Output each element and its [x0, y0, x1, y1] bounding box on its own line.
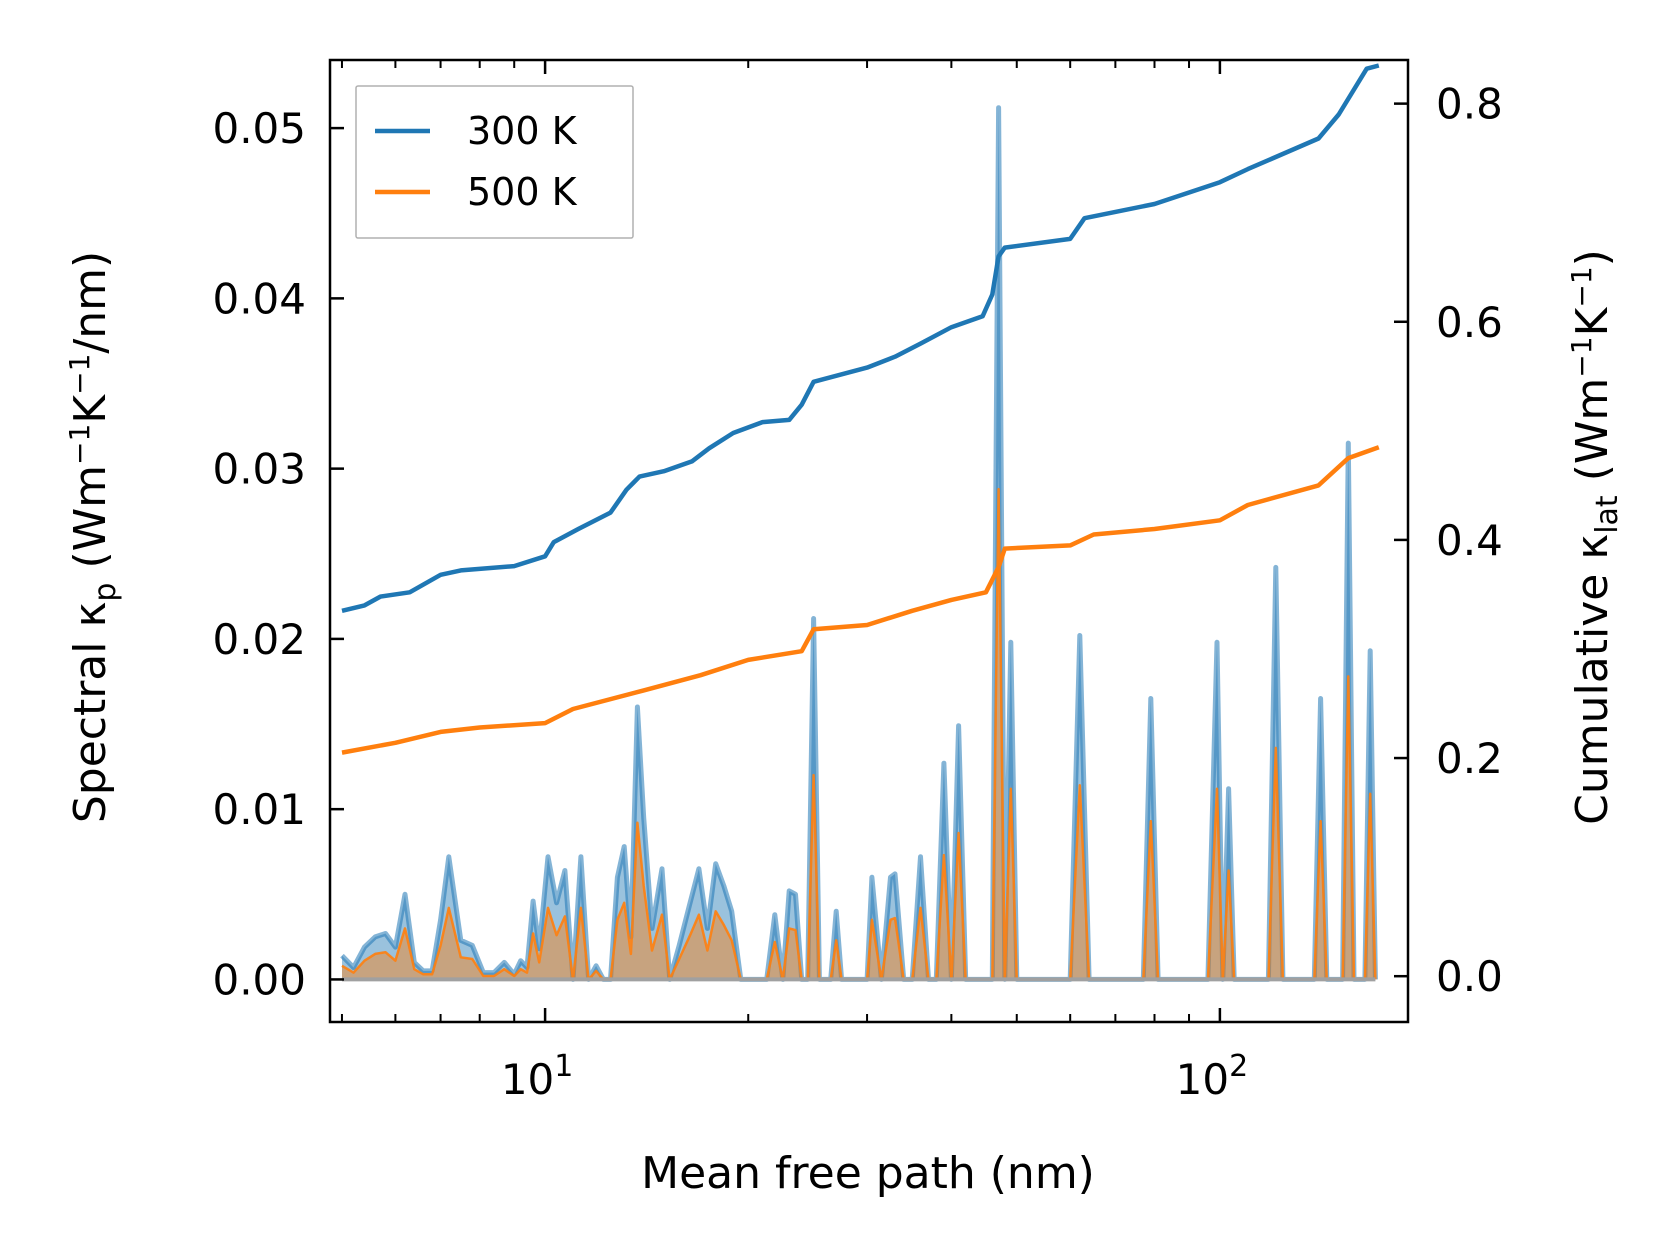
y-left-tick-label: 0.00	[212, 955, 306, 1004]
cumulative-layer	[341, 63, 1380, 755]
y-right-title-exp2: −1	[1565, 266, 1598, 307]
y-right-title-main: Cumulative κ	[1567, 534, 1618, 825]
spectral-layer	[340, 105, 1378, 982]
legend-items: 300 K 500 K	[375, 109, 578, 214]
y-left-title-main: Spectral κ	[65, 602, 116, 824]
y-left-title-exp2: −1	[63, 354, 96, 395]
y-left-title-mid: K	[65, 394, 116, 424]
y-left-tick-label: 0.04	[212, 274, 306, 323]
y-left-title-sub: p	[88, 583, 123, 602]
y-right-tick-label: 0.0	[1436, 952, 1503, 1001]
legend-label-500k: 500 K	[467, 170, 578, 214]
cumulative-line-300k	[341, 63, 1380, 613]
y-right-tick-label: 0.8	[1436, 80, 1503, 129]
y-right-tick-label: 0.6	[1436, 298, 1503, 347]
y-left-tick-label: 0.03	[212, 445, 306, 494]
x-axis-title: Mean free path (nm)	[641, 1148, 1095, 1199]
x-tick-base: 10	[1176, 1055, 1229, 1104]
y-left-tick-label: 0.05	[212, 104, 306, 153]
y-right-title-unit: (Wm	[1567, 378, 1618, 496]
legend: 300 K 500 K	[355, 85, 634, 239]
spectral-area-500k	[342, 489, 1376, 980]
y-right-tick-label: 0.4	[1436, 516, 1503, 565]
x-tick-base: 10	[501, 1055, 554, 1104]
y-left-title-exp1: −1	[63, 424, 96, 465]
legend-label-300k: 300 K	[467, 109, 578, 153]
y-right-axis-title: Cumulative κlat (Wm−1K−1)	[1565, 249, 1625, 825]
x-tick-exp: 2	[1229, 1049, 1248, 1084]
y-left-title-post: /nm)	[65, 251, 116, 354]
y-right-tick-label: 0.2	[1436, 734, 1503, 783]
y-right-title-sub: lat	[1590, 495, 1625, 534]
x-tick-exp: 1	[554, 1049, 573, 1084]
y-left-axis-title: Spectral κp (Wm−1K−1/nm)	[63, 251, 123, 823]
x-tick-label: 102	[1176, 1049, 1249, 1104]
y-right-title-mid: K	[1567, 306, 1618, 336]
y-left-tick-label: 0.02	[212, 615, 306, 664]
legend-box	[355, 85, 634, 239]
y-right-title-post: )	[1567, 249, 1618, 266]
ticks-layer: 101 1020.000.010.020.030.040.050.00.20.40…	[212, 60, 1503, 1104]
x-tick-label: 101	[501, 1049, 574, 1104]
y-left-tick-label: 0.01	[212, 785, 306, 834]
y-left-title-unit: (Wm	[65, 465, 116, 583]
y-right-title-exp1: −1	[1565, 336, 1598, 377]
cumulative-line-500k	[341, 445, 1380, 755]
